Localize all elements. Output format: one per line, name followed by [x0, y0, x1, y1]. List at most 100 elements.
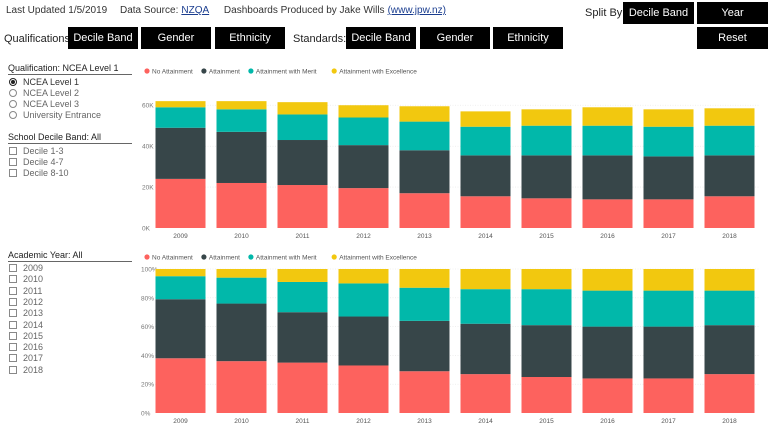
produced-link[interactable]: (www.jpw.nz) [387, 5, 446, 16]
bar-segment[interactable] [704, 374, 755, 413]
bar-segment[interactable] [643, 378, 694, 413]
bar-segment[interactable] [460, 289, 511, 324]
bar-segment[interactable] [338, 188, 389, 228]
bar-segment[interactable] [643, 156, 694, 200]
bar-segment[interactable] [277, 312, 328, 363]
bar-segment[interactable] [521, 325, 572, 377]
year-option[interactable]: 2011 [9, 286, 42, 296]
bar-segment[interactable] [460, 111, 511, 127]
bar-segment[interactable] [155, 127, 206, 179]
bar-segment[interactable] [460, 269, 511, 290]
bar-segment[interactable] [704, 125, 755, 156]
qualification-option[interactable]: NCEA Level 3 [9, 99, 79, 109]
bar-segment[interactable] [338, 283, 389, 317]
bar-segment[interactable] [460, 323, 511, 375]
qual-ethnicity-button[interactable]: Ethnicity [215, 27, 285, 49]
bar-segment[interactable] [582, 378, 633, 413]
bar-segment[interactable] [643, 326, 694, 379]
std-gender-button[interactable]: Gender [420, 27, 490, 49]
bar-segment[interactable] [277, 269, 328, 282]
bar-segment[interactable] [155, 107, 206, 128]
bar-segment[interactable] [460, 374, 511, 413]
bar-segment[interactable] [704, 155, 755, 197]
qual-gender-button[interactable]: Gender [141, 27, 211, 49]
bar-segment[interactable] [521, 125, 572, 156]
year-option[interactable]: 2013 [9, 308, 43, 318]
bar-segment[interactable] [399, 320, 450, 372]
bar-segment[interactable] [155, 178, 206, 228]
bar-segment[interactable] [155, 101, 206, 108]
bar-segment[interactable] [338, 316, 389, 366]
year-option[interactable]: 2014 [9, 320, 43, 330]
bar-segment[interactable] [521, 109, 572, 126]
bar-segment[interactable] [704, 269, 755, 291]
bar-segment[interactable] [582, 107, 633, 126]
decile-option[interactable]: Decile 8-10 [9, 168, 69, 178]
bar-segment[interactable] [155, 276, 206, 300]
decile-option[interactable]: Decile 4-7 [9, 157, 64, 167]
year-option[interactable]: 2018 [9, 365, 43, 375]
std-ethnicity-button[interactable]: Ethnicity [493, 27, 563, 49]
qual-decile-button[interactable]: Decile Band [68, 27, 138, 49]
bar-segment[interactable] [155, 358, 206, 413]
bar-segment[interactable] [216, 101, 267, 110]
bar-segment[interactable] [460, 155, 511, 197]
year-option[interactable]: 2009 [9, 263, 43, 273]
year-option[interactable]: 2012 [9, 297, 43, 307]
bar-segment[interactable] [277, 114, 328, 141]
year-option[interactable]: 2017 [9, 353, 43, 363]
year-option[interactable]: 2016 [9, 342, 43, 352]
bar-segment[interactable] [216, 277, 267, 304]
split-year-button[interactable]: Year [697, 2, 768, 24]
qualification-option[interactable]: NCEA Level 2 [9, 88, 79, 98]
reset-button[interactable]: Reset [697, 27, 768, 49]
bar-segment[interactable] [521, 198, 572, 228]
bar-segment[interactable] [582, 326, 633, 379]
bar-segment[interactable] [338, 117, 389, 146]
bar-segment[interactable] [277, 362, 328, 413]
bar-segment[interactable] [582, 155, 633, 200]
bar-segment[interactable] [338, 105, 389, 118]
bar-segment[interactable] [460, 196, 511, 228]
bar-segment[interactable] [216, 131, 267, 183]
bar-segment[interactable] [399, 106, 450, 122]
bar-segment[interactable] [643, 109, 694, 127]
bar-segment[interactable] [277, 185, 328, 228]
bar-segment[interactable] [216, 109, 267, 132]
bar-segment[interactable] [460, 126, 511, 156]
bar-segment[interactable] [582, 269, 633, 291]
bar-segment[interactable] [399, 287, 450, 321]
bar-segment[interactable] [582, 199, 633, 228]
year-option[interactable]: 2015 [9, 331, 43, 341]
bar-segment[interactable] [338, 145, 389, 189]
qualification-option[interactable]: NCEA Level 1 [9, 77, 79, 87]
bar-segment[interactable] [643, 290, 694, 327]
qualification-option[interactable]: University Entrance [9, 110, 101, 120]
bar-segment[interactable] [216, 303, 267, 362]
bar-segment[interactable] [399, 371, 450, 413]
year-option[interactable]: 2010 [9, 274, 43, 284]
bar-segment[interactable] [399, 121, 450, 151]
bar-segment[interactable] [399, 269, 450, 288]
bar-segment[interactable] [521, 269, 572, 290]
bar-segment[interactable] [643, 199, 694, 228]
bar-segment[interactable] [643, 126, 694, 157]
bar-segment[interactable] [155, 299, 206, 359]
bar-segment[interactable] [338, 269, 389, 284]
decile-option[interactable]: Decile 1-3 [9, 146, 64, 156]
split-decile-button[interactable]: Decile Band [623, 2, 694, 24]
bar-segment[interactable] [643, 269, 694, 291]
bar-segment[interactable] [704, 290, 755, 326]
bar-segment[interactable] [521, 289, 572, 326]
bar-segment[interactable] [521, 377, 572, 413]
bar-segment[interactable] [216, 361, 267, 413]
bar-segment[interactable] [704, 325, 755, 375]
bar-segment[interactable] [277, 102, 328, 115]
bar-segment[interactable] [216, 269, 267, 278]
bar-segment[interactable] [582, 290, 633, 327]
bar-segment[interactable] [277, 140, 328, 186]
bar-segment[interactable] [704, 108, 755, 126]
bar-segment[interactable] [155, 269, 206, 277]
std-decile-button[interactable]: Decile Band [346, 27, 416, 49]
bar-segment[interactable] [338, 365, 389, 413]
